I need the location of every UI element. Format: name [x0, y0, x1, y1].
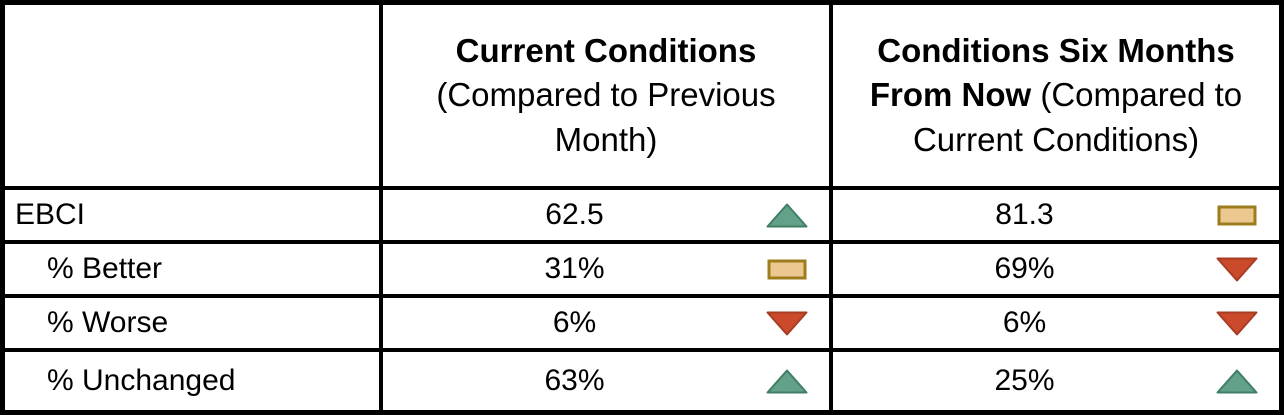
trend-icon [766, 368, 808, 394]
trend-icon [766, 310, 808, 336]
unchanged-current-value: 63% [544, 364, 605, 397]
unchanged-six-months-cell: 25% [833, 352, 1279, 410]
up-triangle-icon [1216, 369, 1258, 393]
header-six-months-text: Conditions Six Months From Now (Compared… [841, 29, 1271, 163]
header-current-conditions: Current Conditions (Compared to Previous… [383, 5, 833, 190]
ebci-six-months-value: 81.3 [995, 198, 1054, 231]
up-triangle-icon [766, 203, 808, 227]
header-six-months: Conditions Six Months From Now (Compared… [833, 5, 1279, 190]
unchanged-six-months-value: 25% [994, 364, 1055, 397]
down-triangle-icon [766, 311, 808, 335]
flat-dash-icon [1217, 205, 1257, 225]
row-label-ebci: EBCI [5, 190, 383, 244]
flat-dash-icon [767, 259, 807, 279]
trend-icon [766, 202, 808, 228]
header-six-months-normal: (Compared to Current Conditions) [912, 76, 1243, 158]
better-six-months-cell: 69% [833, 244, 1279, 298]
header-empty-cell [5, 5, 383, 190]
better-current-value: 31% [544, 252, 605, 285]
down-triangle-icon [1216, 257, 1258, 281]
trend-icon [766, 256, 808, 282]
up-triangle-icon [766, 369, 808, 393]
worse-current-cell: 6% [383, 298, 833, 352]
trend-icon [1216, 310, 1258, 336]
worse-current-value: 6% [552, 306, 597, 339]
header-current-conditions-text: Current Conditions (Compared to Previous… [391, 29, 821, 163]
header-current-conditions-normal: (Compared to Previous Month) [436, 76, 776, 158]
worse-six-months-value: 6% [1002, 306, 1047, 339]
worse-six-months-cell: 6% [833, 298, 1279, 352]
ebci-current-value: 62.5 [545, 198, 604, 231]
trend-icon [1216, 256, 1258, 282]
ebci-six-months-cell: 81.3 [833, 190, 1279, 244]
ebci-current-cell: 62.5 [383, 190, 833, 244]
better-current-cell: 31% [383, 244, 833, 298]
better-six-months-value: 69% [994, 252, 1055, 285]
row-label-percent-unchanged: % Unchanged [5, 352, 383, 410]
header-current-conditions-bold: Current Conditions [455, 31, 757, 69]
trend-icon [1216, 202, 1258, 228]
row-label-percent-worse: % Worse [5, 298, 383, 352]
trend-icon [1216, 368, 1258, 394]
header-six-months-bold: Conditions Six Months From Now [869, 31, 1235, 114]
down-triangle-icon [1216, 311, 1258, 335]
unchanged-current-cell: 63% [383, 352, 833, 410]
row-label-percent-better: % Better [5, 244, 383, 298]
